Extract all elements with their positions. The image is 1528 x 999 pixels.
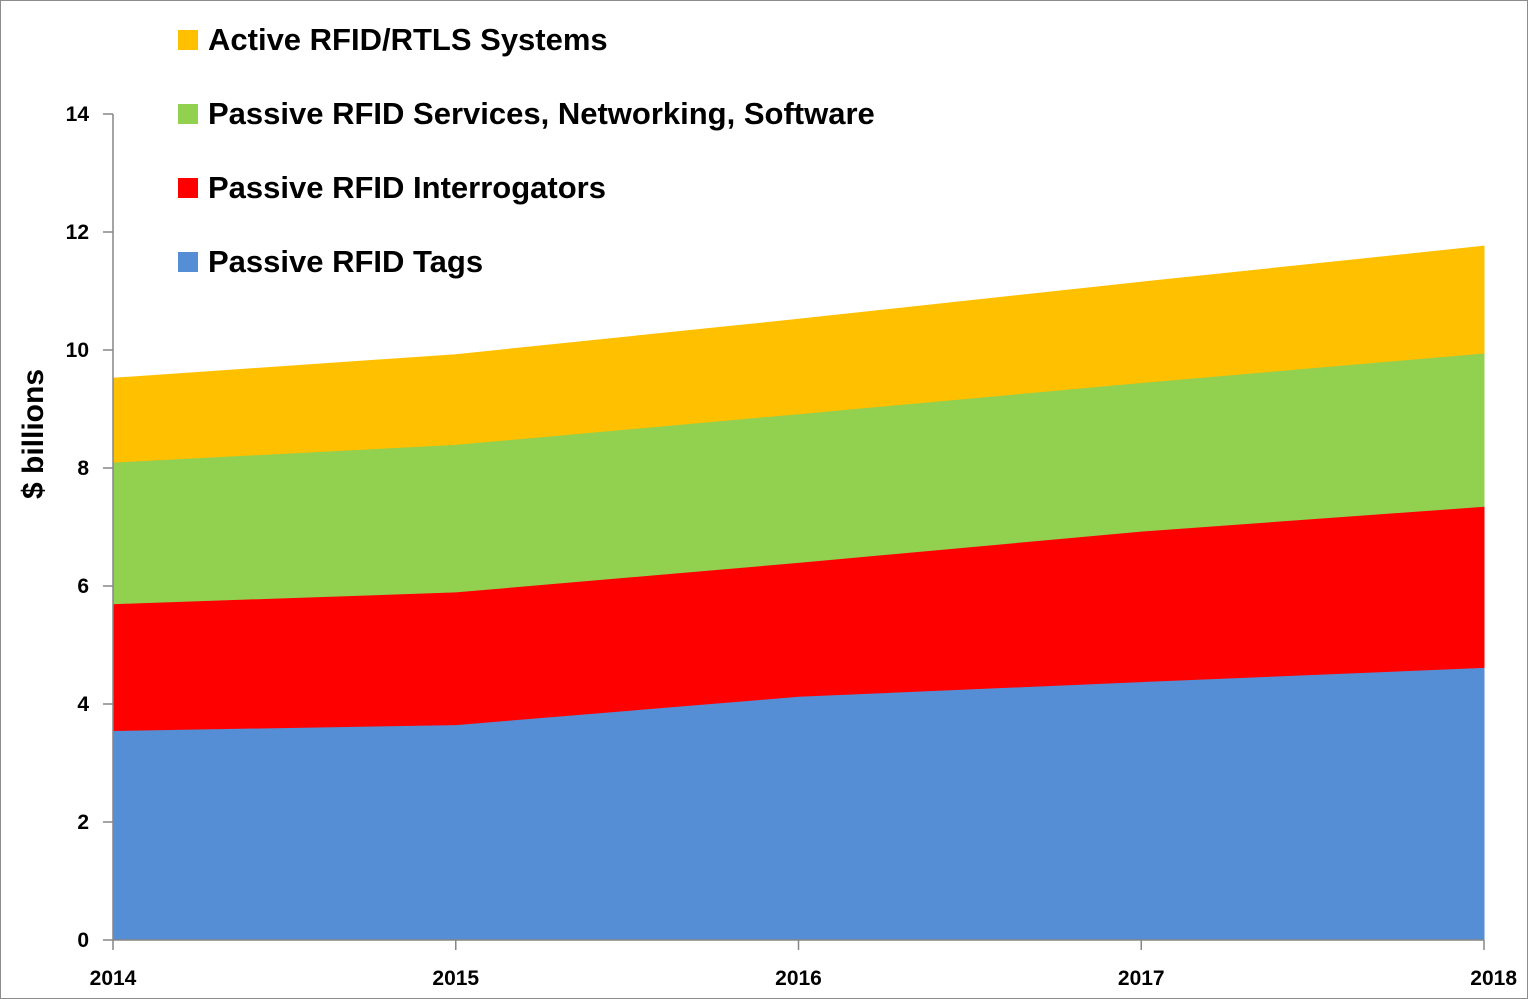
y-tick-label-5: 10 [66, 339, 89, 362]
y-tick-label-4: 8 [77, 457, 89, 480]
x-tick-label-2: 2016 [775, 967, 822, 990]
y-tick-label-6: 12 [66, 221, 89, 244]
legend-label-0: Passive RFID Tags [208, 244, 483, 279]
x-tick-label-4: 2018 [1470, 967, 1517, 990]
x-tick-label-0: 2014 [90, 967, 137, 990]
legend-label-3: Active RFID/RTLS Systems [208, 22, 608, 57]
y-tick-label-2: 4 [77, 693, 89, 716]
y-tick-label-7: 14 [66, 103, 90, 126]
y-tick-label-1: 2 [77, 811, 89, 834]
y-tick-label-3: 6 [77, 575, 89, 598]
legend-swatch-0 [178, 252, 198, 272]
legend-swatch-3 [178, 30, 198, 50]
x-tick-label-3: 2017 [1118, 967, 1165, 990]
y-axis-title: $ billions [17, 369, 50, 499]
area-series-3 [112, 245, 1485, 463]
x-tick-label-1: 2015 [432, 967, 479, 990]
legend-swatch-2 [178, 104, 198, 124]
legend-label-1: Passive RFID Interrogators [208, 170, 606, 205]
legend-label-2: Passive RFID Services, Networking, Softw… [208, 96, 875, 131]
y-tick-label-0: 0 [77, 929, 89, 952]
legend-swatch-1 [178, 178, 198, 198]
